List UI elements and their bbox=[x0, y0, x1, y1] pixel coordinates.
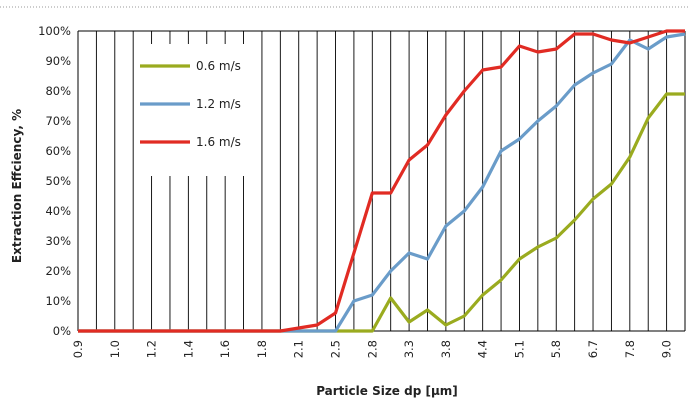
x-tick-label: 1.4 bbox=[181, 340, 195, 358]
y-tick-label: 70% bbox=[45, 114, 71, 128]
series-line bbox=[78, 29, 685, 333]
x-tick-labels: 0.9 1.0 1.2 1.4 1.6 1.8 2.1 2.5 2.8 3.3 3.8 4.4 5.1 5… bbox=[71, 340, 674, 358]
y-tick-label: 100% bbox=[38, 24, 71, 38]
y-tick-label: 20% bbox=[45, 264, 71, 278]
x-tick-label: 7.8 bbox=[623, 340, 637, 358]
x-axis-title: Particle Size dp [µm] bbox=[316, 384, 458, 398]
series-layer bbox=[78, 29, 686, 333]
legend-label: 1.6 m/s bbox=[196, 135, 241, 149]
x-tick-label: 1.6 bbox=[218, 340, 232, 358]
y-tick-label: 90% bbox=[45, 54, 71, 68]
x-tick-label: 2.5 bbox=[329, 340, 343, 358]
legend-label: 1.2 m/s bbox=[196, 97, 241, 111]
y-tick-label: 50% bbox=[45, 174, 71, 188]
y-tick-label: 80% bbox=[45, 84, 71, 98]
y-tick-label: 40% bbox=[45, 204, 71, 218]
legend: 0.6 m/s 1.2 m/s 1.6 m/s bbox=[137, 44, 253, 176]
x-tick-label: 6.7 bbox=[586, 340, 600, 358]
y-tick-label: 60% bbox=[45, 144, 71, 158]
legend-label: 0.6 m/s bbox=[196, 59, 241, 73]
x-tick-label: 0.9 bbox=[71, 340, 85, 358]
x-tick-label: 2.1 bbox=[292, 340, 306, 358]
x-tick-label: 1.0 bbox=[108, 340, 122, 358]
y-tick-label: 10% bbox=[45, 294, 71, 308]
x-tick-label: 3.8 bbox=[439, 340, 453, 358]
x-tick-label: 2.8 bbox=[365, 340, 379, 358]
x-tick-label: 3.3 bbox=[402, 340, 416, 358]
y-tick-label: 0% bbox=[53, 324, 71, 338]
x-tick-label: 9.0 bbox=[660, 340, 674, 358]
x-tick-label: 4.4 bbox=[476, 340, 490, 358]
x-tick-label: 5.1 bbox=[512, 340, 526, 358]
y-tick-label: 30% bbox=[45, 234, 71, 248]
y-tick-labels: 0% 10% 20% 30% 40% 50% 60% 70% 80% 90% 100% bbox=[38, 24, 71, 338]
x-tick-label: 1.8 bbox=[255, 340, 269, 358]
y-axis-title: Extraction Effciency, % bbox=[10, 109, 24, 263]
x-tick-label: 5.8 bbox=[549, 340, 563, 358]
x-tick-label: 1.2 bbox=[145, 340, 159, 358]
